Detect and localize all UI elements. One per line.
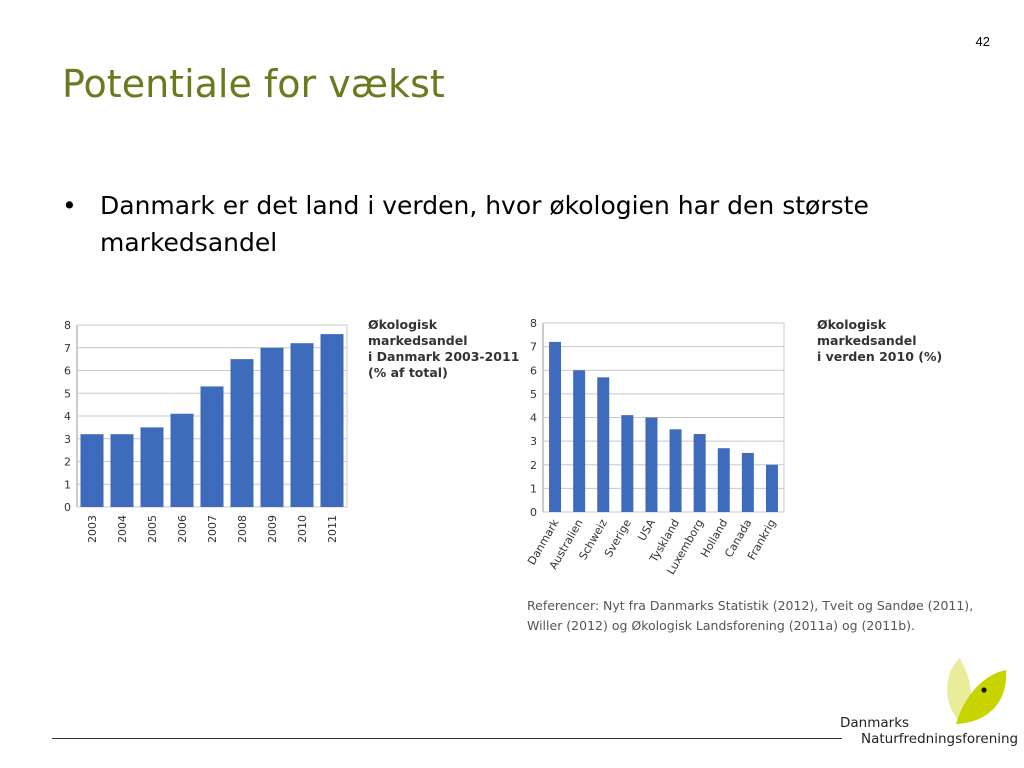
logo-leaf-icon bbox=[947, 658, 1007, 724]
references: Referencer: Nyt fra Danmarks Statistik (… bbox=[527, 598, 974, 633]
world-chart-y-tick-label: 0 bbox=[530, 506, 537, 519]
dk-chart-y-tick-label: 7 bbox=[64, 342, 71, 355]
dk-chart-bar bbox=[320, 334, 344, 507]
world-chart-bar bbox=[669, 429, 682, 512]
world-chart-y-tick-label: 1 bbox=[530, 482, 537, 495]
chart-world-caption-line: Økologisk markedsandel bbox=[817, 317, 917, 348]
world-chart-bar bbox=[549, 341, 562, 512]
dk-chart-y-tick-label: 0 bbox=[64, 501, 71, 514]
dk-chart-x-tick-label: 2010 bbox=[296, 515, 309, 543]
dk-chart-bar bbox=[230, 359, 254, 507]
dk-chart-bar bbox=[290, 343, 314, 507]
chart-denmark-caption: Økologisk markedsandel i Danmark 2003-20… bbox=[368, 317, 528, 381]
dk-chart-y-tick-label: 4 bbox=[64, 410, 71, 423]
bullet-text: Danmark er det land i verden, hvor økolo… bbox=[100, 191, 869, 257]
dk-chart-bar bbox=[110, 434, 134, 507]
dk-chart-y-tick-label: 8 bbox=[64, 319, 71, 332]
chart-world-caption: Økologisk markedsandel i verden 2010 (%) bbox=[817, 317, 987, 365]
logo-wordmark: Danmarks Naturfredningsforening bbox=[840, 715, 1018, 747]
dk-chart-x-tick-label: 2006 bbox=[176, 515, 189, 543]
logo-line-1: Danmarks bbox=[840, 715, 910, 731]
dk-chart-y-tick-label: 5 bbox=[64, 387, 71, 400]
footer-divider bbox=[52, 738, 842, 739]
world-chart-bar bbox=[621, 415, 634, 512]
dk-chart-bar bbox=[140, 427, 164, 507]
world-chart-y-tick-label: 2 bbox=[530, 459, 537, 472]
dk-chart-x-tick-label: 2005 bbox=[146, 515, 159, 543]
world-chart-bar bbox=[573, 370, 586, 512]
bullet-symbol: • bbox=[62, 191, 77, 220]
world-chart-bar bbox=[741, 452, 754, 512]
world-chart-bar bbox=[717, 448, 730, 512]
dk-chart-bar bbox=[170, 413, 194, 507]
dk-chart-x-tick-label: 2008 bbox=[236, 515, 249, 543]
chart-denmark-market-share: 0 1 2 3 4 5 6 7 8 2003 2004 2005 2006 2007 2008 2009 201… bbox=[64, 319, 348, 543]
dk-chart-x-tick-label: 2004 bbox=[116, 515, 129, 543]
dk-chart-y-tick-label: 1 bbox=[64, 478, 71, 491]
chart-denmark-caption-line: (% af total) bbox=[368, 365, 448, 380]
world-chart-y-tick-label: 3 bbox=[530, 435, 537, 448]
chart-world-market-share: 012345678DanmarkAustralienSchweizSverige… bbox=[525, 317, 785, 577]
dk-chart-y-tick-label: 6 bbox=[64, 365, 71, 378]
chart-world-caption-line: i verden 2010 (%) bbox=[817, 349, 943, 364]
world-chart-y-tick-label: 4 bbox=[530, 412, 537, 425]
bullet-item: • Danmark er det land i verden, hvor øko… bbox=[62, 187, 942, 261]
dk-chart-y-tick-label: 3 bbox=[64, 433, 71, 446]
dk-chart-x-tick-label: 2007 bbox=[206, 515, 219, 543]
dk-chart-x-tick-label: 2009 bbox=[266, 515, 279, 543]
world-chart-bar bbox=[597, 377, 610, 512]
dk-chart-bar bbox=[80, 434, 104, 507]
page-number: 42 bbox=[975, 34, 990, 49]
world-chart-x-tick-label: USA bbox=[635, 517, 658, 544]
world-chart-y-tick-label: 5 bbox=[530, 388, 537, 401]
chart-denmark-caption-line: Økologisk markedsandel bbox=[368, 317, 468, 348]
world-chart-y-tick-label: 8 bbox=[530, 317, 537, 330]
dk-chart-bar bbox=[200, 386, 224, 507]
chart-denmark-caption-line: i Danmark 2003-2011 bbox=[368, 349, 520, 364]
world-chart-bar bbox=[693, 434, 706, 512]
dk-chart-x-tick-label: 2011 bbox=[326, 515, 339, 543]
world-chart-y-tick-label: 7 bbox=[530, 341, 537, 354]
logo-dot bbox=[981, 687, 987, 693]
world-chart-y-tick-label: 6 bbox=[530, 364, 537, 377]
logo-leaf-front bbox=[956, 670, 1007, 724]
dk-chart-bar bbox=[260, 347, 284, 507]
world-chart-bar bbox=[765, 464, 778, 512]
dk-chart-x-tick-label: 2003 bbox=[86, 515, 99, 543]
slide-title: Potentiale for vækst bbox=[62, 62, 445, 106]
logo-line-2: Naturfredningsforening bbox=[861, 731, 1019, 747]
dk-chart-y-tick-label: 2 bbox=[64, 456, 71, 469]
world-chart-bar bbox=[645, 417, 658, 512]
